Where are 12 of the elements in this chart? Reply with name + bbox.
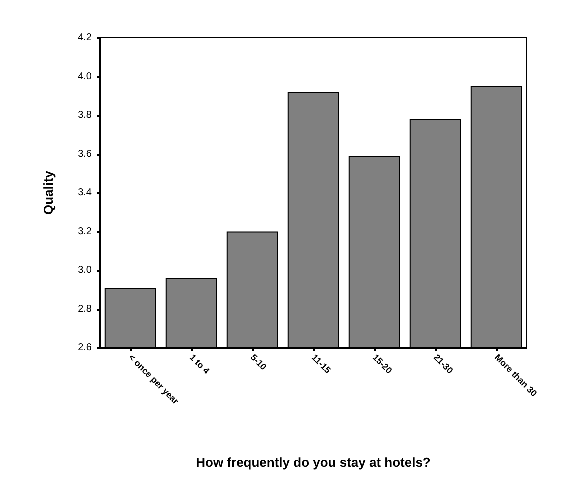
y-tick-label: 3.2 <box>78 226 92 238</box>
y-axis-title: Quality <box>41 170 56 216</box>
y-tick-label: 3.6 <box>78 148 92 160</box>
y-tick-label: 4.2 <box>78 32 92 44</box>
y-tick-label: 2.8 <box>78 304 92 315</box>
y-tick-label: 4.0 <box>78 71 92 82</box>
y-tick-label: 3.0 <box>78 265 92 276</box>
x-tick-label: 1 to 4 <box>188 352 212 376</box>
y-tick-label: 3.8 <box>78 110 92 121</box>
x-axis-title: How frequently do you stay at hotels? <box>196 455 431 470</box>
y-tick-label: 3.4 <box>78 188 92 198</box>
y-tick-label: 2.6 <box>78 342 92 354</box>
